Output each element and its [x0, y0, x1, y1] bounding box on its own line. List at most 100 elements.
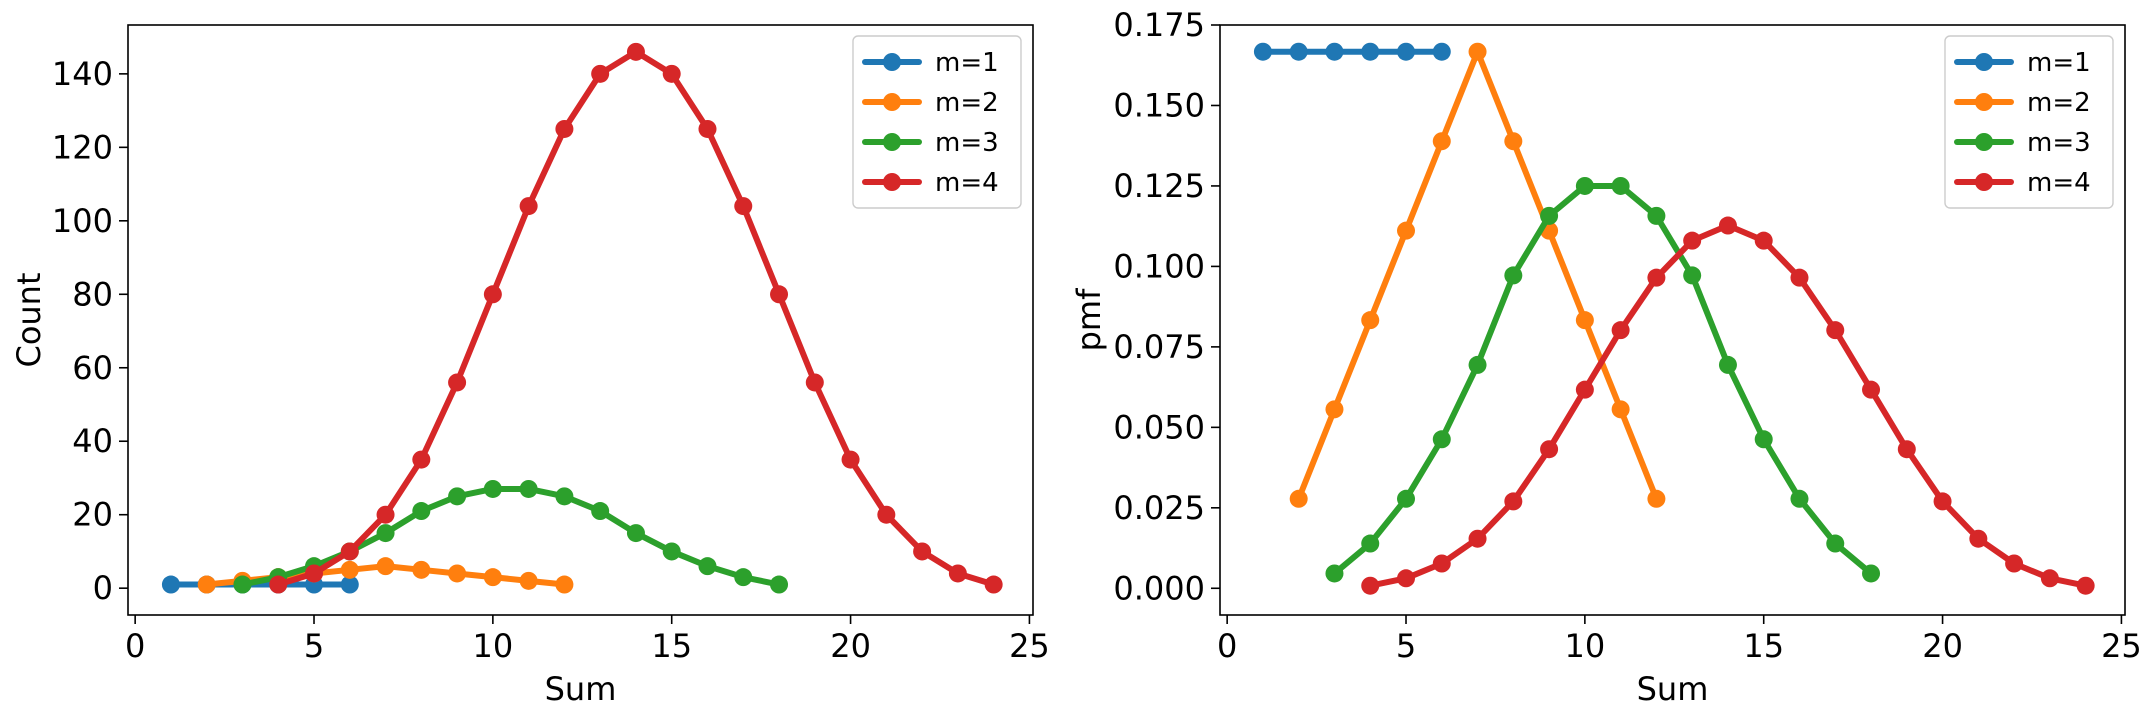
series-group	[1253, 42, 2095, 595]
legend-label: m=2	[935, 88, 999, 118]
data-point-m=4-13	[1683, 231, 1702, 250]
data-point-m=4-24	[984, 575, 1003, 594]
data-point-m=4-10	[1575, 380, 1594, 399]
data-point-m=4-5	[305, 564, 324, 583]
data-point-m=3-16	[1790, 489, 1809, 508]
data-point-m=3-4	[1361, 534, 1380, 553]
y-axis-label: Count	[10, 272, 48, 367]
data-point-m=4-16	[698, 119, 717, 138]
legend-marker-m=2	[883, 93, 901, 111]
x-tick-label: 15	[1743, 627, 1784, 665]
x-tick-label: 0	[125, 627, 145, 665]
data-point-m=4-8	[1504, 492, 1523, 511]
data-point-m=3-18	[1862, 564, 1881, 583]
data-point-m=1-3	[1325, 42, 1344, 61]
data-point-m=4-7	[376, 505, 395, 524]
legend-box	[852, 35, 1022, 209]
legend-marker-m=4	[1975, 173, 1993, 191]
y-tick-label: 0.050	[1113, 408, 1205, 446]
y-tick-label: 0.150	[1113, 86, 1205, 124]
data-point-m=3-9	[1540, 206, 1559, 225]
data-point-m=4-8	[412, 450, 431, 469]
x-tick-label: 20	[1922, 627, 1963, 665]
x-tick-label: 0	[1217, 627, 1237, 665]
data-point-m=1-5	[1397, 42, 1416, 61]
x-tick-label: 15	[651, 627, 692, 665]
legend-marker-m=3	[883, 133, 901, 151]
data-point-m=4-14	[626, 42, 645, 61]
plot-frame	[127, 24, 1034, 616]
data-point-m=3-17	[734, 568, 753, 587]
legend-label: m=3	[2027, 128, 2091, 158]
y-tick-label: 0.000	[1113, 569, 1205, 607]
data-point-m=4-7	[1468, 529, 1487, 548]
data-point-m=2-10	[483, 568, 502, 587]
data-point-m=1-2	[1289, 42, 1308, 61]
data-point-m=1-4	[1361, 42, 1380, 61]
data-point-m=3-14	[626, 524, 645, 543]
data-point-m=4-23	[2040, 569, 2059, 588]
series-line-m=3	[1331, 182, 1875, 577]
data-point-m=2-8	[412, 560, 431, 579]
y-axis-label: pmf	[1070, 288, 1108, 351]
data-point-m=3-15	[1754, 430, 1773, 449]
data-point-m=1-6	[340, 575, 359, 594]
y-tick-label: 20	[72, 496, 113, 534]
data-point-m=2-11	[519, 571, 538, 590]
series-line-m=2	[1295, 48, 1660, 502]
data-point-m=3-8	[412, 502, 431, 521]
legend-marker-m=3	[1975, 133, 1993, 151]
legend: m=1 m=2 m=3 m=4	[1944, 35, 2114, 209]
data-point-m=4-4	[1361, 576, 1380, 595]
y-tick-label: 0.100	[1113, 247, 1205, 285]
legend-label: m=4	[935, 168, 999, 198]
legend-label: m=1	[935, 48, 999, 78]
data-point-m=2-2	[197, 575, 216, 594]
data-point-m=2-11	[1611, 400, 1630, 419]
data-point-m=3-8	[1504, 266, 1523, 285]
data-point-m=4-15	[1754, 231, 1773, 250]
x-tick-label: 25	[2101, 627, 2142, 665]
x-tick-label: 25	[1009, 627, 1050, 665]
data-point-m=4-14	[1718, 216, 1737, 235]
data-point-m=4-16	[1790, 268, 1809, 287]
data-point-m=3-7	[376, 524, 395, 543]
data-point-m=3-11	[1611, 176, 1630, 195]
data-point-m=4-12	[1647, 268, 1666, 287]
data-point-m=4-5	[1397, 569, 1416, 588]
data-point-m=2-9	[448, 564, 467, 583]
y-tick-label: 60	[72, 349, 113, 387]
data-point-m=4-21	[877, 505, 896, 524]
data-point-m=4-11	[519, 197, 538, 216]
y-tick-label: 0	[93, 569, 113, 607]
x-axis-label: Sum	[545, 670, 617, 708]
data-point-m=3-12	[555, 487, 574, 506]
data-point-m=4-21	[1969, 529, 1988, 548]
data-point-m=4-11	[1611, 321, 1630, 340]
data-point-m=3-14	[1718, 355, 1737, 374]
data-point-m=3-17	[1826, 534, 1845, 553]
data-point-m=3-7	[1468, 355, 1487, 374]
legend-marker-m=2	[1975, 93, 1993, 111]
chart-panel-2: 0 5 10 15 20 25 0.000 0.025 0.050 0.075 0.100 0.125…	[1070, 6, 2142, 708]
data-point-m=3-16	[698, 557, 717, 576]
data-point-m=2-12	[555, 575, 574, 594]
chart-panel-1: 0 5 10 15 20 25020406080100120140SumCountm=1m…	[10, 24, 1050, 708]
data-point-m=4-18	[1862, 380, 1881, 399]
legend-label: m=1	[2027, 48, 2091, 78]
data-point-m=4-9	[448, 373, 467, 392]
x-axis-label: Sum	[1637, 670, 1709, 708]
x-tick-label: 5	[1396, 627, 1416, 665]
series-line-m=3	[239, 485, 783, 588]
data-point-m=4-19	[805, 373, 824, 392]
data-point-m=2-6	[1432, 132, 1451, 151]
data-point-m=4-15	[662, 64, 681, 83]
data-point-m=1-1	[161, 575, 180, 594]
data-point-m=2-2	[1289, 489, 1308, 508]
data-point-m=4-23	[948, 564, 967, 583]
data-point-m=4-10	[483, 285, 502, 304]
data-point-m=3-3	[1325, 564, 1344, 583]
data-point-m=2-10	[1575, 311, 1594, 330]
